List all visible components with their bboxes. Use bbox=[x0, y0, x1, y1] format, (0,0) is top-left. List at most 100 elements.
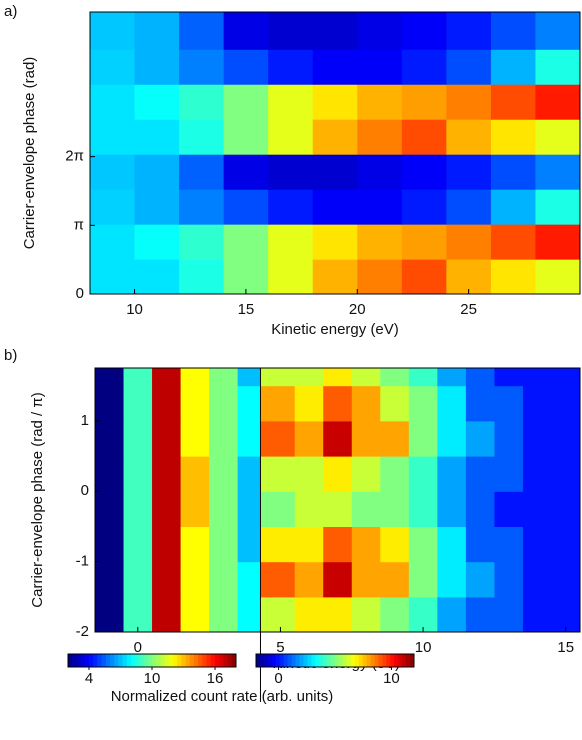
heat-cell bbox=[180, 385, 210, 422]
heat-cell bbox=[134, 84, 180, 120]
heat-cell bbox=[260, 420, 296, 457]
heat-cell bbox=[134, 12, 180, 50]
heat-cell bbox=[237, 368, 262, 387]
heat-cell bbox=[408, 526, 438, 563]
heat-cell bbox=[535, 259, 580, 294]
colorbar-swatch bbox=[346, 654, 352, 667]
colorbar-swatch bbox=[398, 654, 403, 667]
heat-cell bbox=[551, 385, 580, 422]
colorbar-swatch bbox=[267, 654, 273, 667]
colorbar-swatch bbox=[256, 654, 261, 667]
heat-cell bbox=[152, 385, 182, 422]
heat-cell bbox=[123, 420, 153, 457]
heat-cell bbox=[551, 368, 580, 387]
heat-cell bbox=[123, 561, 153, 598]
heat-cell bbox=[294, 456, 324, 492]
heat-cell bbox=[209, 368, 239, 387]
y-tick-label: 0 bbox=[81, 482, 89, 499]
heat-cell bbox=[223, 189, 269, 225]
heat-cell bbox=[380, 456, 410, 492]
heat-cell bbox=[323, 368, 353, 387]
colorbar-swatch bbox=[319, 654, 324, 667]
heatmap bbox=[95, 368, 580, 632]
heat-cell bbox=[535, 84, 580, 120]
heat-cell bbox=[223, 119, 269, 155]
colorbar-swatch bbox=[354, 654, 360, 667]
heat-cell bbox=[380, 596, 410, 632]
heat-cell bbox=[180, 456, 210, 492]
heat-cell bbox=[95, 526, 125, 563]
colorbar-swatch bbox=[152, 654, 157, 667]
heatmap bbox=[90, 12, 580, 294]
heat-cell bbox=[494, 385, 524, 422]
heat-cell bbox=[408, 596, 438, 632]
heat-cell bbox=[294, 420, 324, 457]
colorbar-swatch bbox=[231, 654, 237, 667]
colorbar-swatch bbox=[275, 654, 281, 667]
colorbar-frame bbox=[255, 653, 415, 668]
colorbar-swatch bbox=[194, 654, 199, 667]
heat-cell bbox=[179, 119, 225, 155]
heat-cell bbox=[134, 259, 180, 294]
colorbar-swatch bbox=[72, 654, 77, 667]
heat-cell bbox=[465, 385, 496, 422]
heat-cell bbox=[522, 561, 553, 598]
heat-cell bbox=[357, 224, 403, 260]
colorbar-swatch bbox=[89, 654, 94, 667]
x-axis-label: Kinetic energy (eV) bbox=[271, 321, 399, 338]
heat-cell bbox=[323, 491, 353, 527]
heat-cell bbox=[260, 456, 296, 492]
heat-cell bbox=[490, 189, 537, 225]
heat-cell bbox=[465, 596, 496, 632]
heat-cell bbox=[437, 526, 467, 563]
colorbar-swatch bbox=[406, 654, 411, 667]
heat-cell bbox=[260, 526, 296, 563]
heat-cell bbox=[237, 385, 262, 422]
heat-cell bbox=[268, 49, 314, 85]
colorbar-swatch bbox=[279, 654, 285, 667]
heat-cell bbox=[380, 368, 410, 387]
colorbar-tick-label: 16 bbox=[207, 670, 224, 687]
heat-cell bbox=[551, 456, 580, 492]
colorbar-swatch bbox=[331, 654, 336, 667]
heat-cell bbox=[437, 420, 467, 457]
heat-cell bbox=[551, 596, 580, 632]
colorbar-swatch bbox=[97, 654, 103, 667]
heat-cell bbox=[90, 224, 136, 260]
colorbar-tick-label: 10 bbox=[144, 670, 161, 687]
heat-cell bbox=[522, 456, 553, 492]
colorbar-swatch bbox=[164, 654, 170, 667]
heat-cell bbox=[312, 154, 358, 190]
heat-cell bbox=[446, 84, 492, 120]
heat-cell bbox=[179, 49, 225, 85]
heat-cell bbox=[260, 596, 296, 632]
heat-cell bbox=[237, 561, 262, 598]
heat-cell bbox=[294, 368, 324, 387]
heat-cell bbox=[323, 456, 353, 492]
colorbar-swatch bbox=[126, 654, 132, 667]
heat-cell bbox=[180, 491, 210, 527]
heat-cell bbox=[209, 561, 239, 598]
heat-cell bbox=[551, 561, 580, 598]
heat-cell bbox=[95, 420, 125, 457]
heat-cell bbox=[490, 12, 537, 50]
x-tick-label: 5 bbox=[276, 639, 284, 656]
colorbar-swatch bbox=[139, 654, 145, 667]
colorbar-swatch bbox=[358, 654, 364, 667]
heat-cell bbox=[522, 420, 553, 457]
heat-cell bbox=[223, 154, 269, 190]
colorbar-swatch bbox=[350, 654, 356, 667]
heat-cell bbox=[490, 154, 537, 190]
heat-cell bbox=[408, 491, 438, 527]
heat-cell bbox=[268, 84, 314, 120]
x-tick-label: 15 bbox=[238, 301, 255, 318]
heat-cell bbox=[223, 84, 269, 120]
colorbar-swatch bbox=[181, 654, 187, 667]
heat-cell bbox=[490, 49, 537, 85]
colorbar-swatch bbox=[315, 654, 320, 667]
heat-cell bbox=[152, 491, 182, 527]
colorbar-swatch bbox=[84, 654, 90, 667]
colorbar-swatch bbox=[386, 654, 391, 667]
heat-cell bbox=[535, 189, 580, 225]
